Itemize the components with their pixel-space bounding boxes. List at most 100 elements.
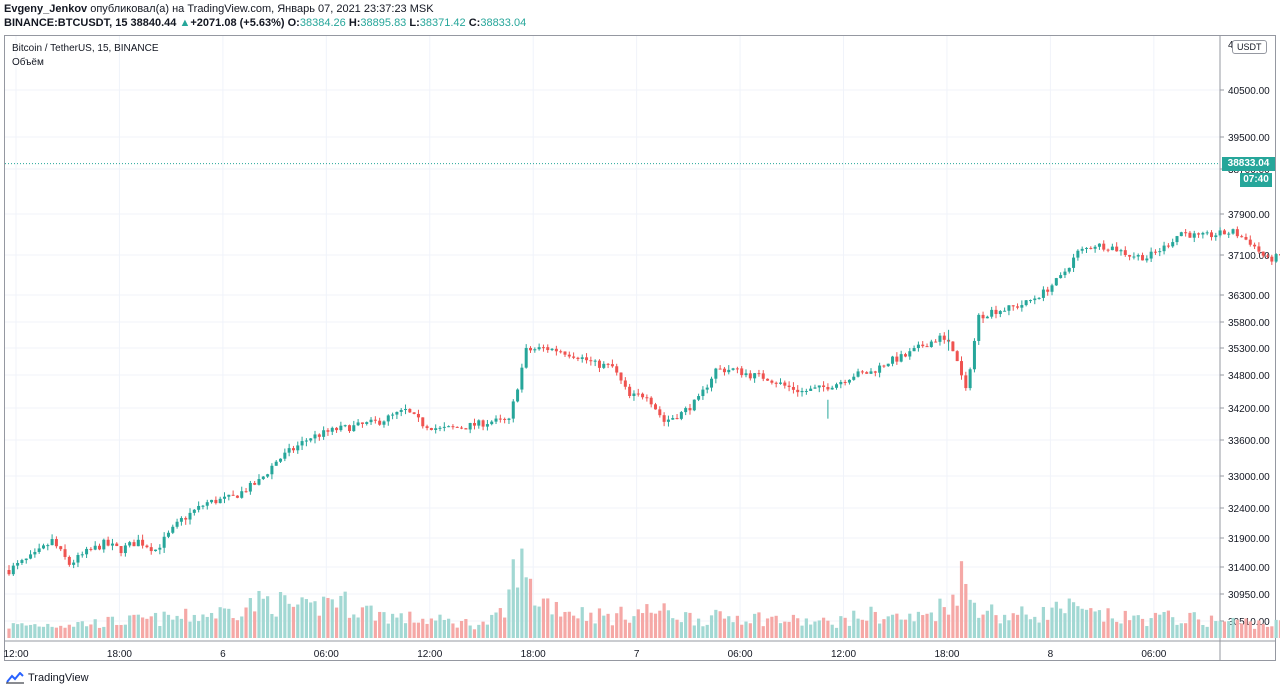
candle-body bbox=[1253, 244, 1257, 247]
volume-bar bbox=[813, 621, 817, 638]
candle-body bbox=[1028, 300, 1032, 302]
volume-bar bbox=[826, 620, 830, 638]
volume-bar bbox=[63, 627, 67, 638]
volume-bar bbox=[33, 624, 37, 638]
volume-bar bbox=[132, 614, 136, 638]
candle-body bbox=[1110, 246, 1114, 251]
candle-body bbox=[429, 428, 433, 430]
volume-bar bbox=[270, 613, 274, 638]
volume-bar bbox=[684, 612, 688, 638]
candle-body bbox=[1270, 256, 1274, 262]
volume-bar bbox=[796, 618, 800, 638]
candle-body bbox=[223, 496, 226, 499]
volume-bar bbox=[1218, 621, 1222, 638]
candle-body bbox=[783, 382, 787, 386]
candle-body bbox=[1141, 255, 1145, 261]
candle-body bbox=[1149, 251, 1153, 259]
candle-body bbox=[1059, 275, 1063, 279]
volume-bar bbox=[235, 620, 240, 638]
volume-bar bbox=[1227, 621, 1231, 638]
candle-body bbox=[903, 354, 907, 357]
candle-body bbox=[408, 408, 412, 413]
volume-bar bbox=[882, 619, 886, 638]
candle-body bbox=[839, 381, 843, 385]
volume-bar bbox=[640, 613, 645, 638]
candle-body bbox=[7, 570, 11, 575]
x-tick-label: 18:00 bbox=[521, 649, 546, 660]
volume-bar bbox=[41, 626, 46, 638]
candle-body bbox=[632, 393, 636, 396]
candle-body bbox=[675, 418, 679, 420]
footer-brand[interactable]: TradingView bbox=[28, 672, 89, 684]
candle-body bbox=[1119, 250, 1123, 252]
volume-bar bbox=[709, 615, 714, 638]
candle-body bbox=[516, 389, 520, 402]
volume-bar bbox=[791, 614, 796, 638]
y-tick-label: 37900.00 bbox=[1228, 210, 1270, 221]
tradingview-logo-icon bbox=[6, 672, 24, 684]
volume-bar bbox=[485, 624, 490, 638]
volume-bar bbox=[352, 614, 356, 638]
x-tick-label: 6 bbox=[220, 649, 226, 660]
candle-body bbox=[158, 547, 162, 550]
volume-bar bbox=[998, 623, 1002, 638]
low-label: L: bbox=[409, 17, 420, 29]
volume-bar bbox=[317, 615, 321, 638]
volume-bar bbox=[296, 604, 300, 638]
candle-body bbox=[938, 335, 942, 342]
volume-bar bbox=[227, 608, 231, 638]
candle-body bbox=[847, 379, 851, 383]
candle-body bbox=[171, 526, 175, 533]
candle-body bbox=[1046, 289, 1050, 292]
candle-body bbox=[477, 420, 481, 426]
volume-bar bbox=[11, 623, 15, 638]
volume-bar bbox=[787, 621, 791, 638]
candle-body bbox=[335, 427, 339, 431]
candle-body bbox=[1072, 257, 1076, 268]
candle-body bbox=[279, 458, 283, 462]
y-tick-label: 30950.00 bbox=[1228, 590, 1270, 601]
volume-bar bbox=[1128, 620, 1132, 638]
volume-bar bbox=[757, 612, 761, 638]
candle-body bbox=[649, 397, 653, 405]
candle-body bbox=[589, 360, 593, 362]
candle-body bbox=[447, 426, 451, 428]
candle-body bbox=[1050, 285, 1054, 292]
candle-body bbox=[1222, 230, 1226, 235]
volume-bar bbox=[1059, 608, 1063, 638]
candle-body bbox=[188, 512, 192, 520]
volume-bar bbox=[1054, 601, 1058, 638]
x-tick-label: 8 bbox=[1048, 649, 1054, 660]
volume-legend[interactable]: Объём bbox=[12, 57, 44, 68]
candle-body bbox=[132, 542, 136, 547]
candle-body bbox=[356, 422, 360, 426]
volume-bar bbox=[908, 613, 912, 638]
currency-badge[interactable]: USDT bbox=[1232, 40, 1267, 54]
volume-bar bbox=[1024, 614, 1028, 638]
series-legend[interactable]: Bitcoin / TetherUS, 15, BINANCE bbox=[12, 43, 159, 54]
volume-bar bbox=[1136, 615, 1140, 638]
candle-body bbox=[115, 543, 119, 547]
candle-body bbox=[1197, 233, 1201, 235]
volume-bar bbox=[606, 613, 610, 638]
author-name[interactable]: Evgeny_Jenkov bbox=[4, 3, 88, 15]
x-tick-label: 12:00 bbox=[417, 649, 442, 660]
volume-bar bbox=[934, 621, 938, 638]
volume-bar bbox=[653, 613, 658, 638]
volume-bar bbox=[632, 616, 636, 638]
volume-bar bbox=[572, 615, 576, 638]
candle-body bbox=[162, 536, 166, 548]
volume-bar bbox=[1235, 619, 1239, 638]
candle-body bbox=[1153, 251, 1157, 253]
volume-bar bbox=[166, 614, 171, 638]
volume-bar bbox=[1196, 619, 1201, 638]
volume-bar bbox=[253, 611, 257, 638]
volume-bar bbox=[287, 603, 291, 638]
volume-bar bbox=[1222, 621, 1227, 638]
volume-bar bbox=[1274, 619, 1278, 638]
candle-body bbox=[1235, 229, 1239, 237]
candle-body bbox=[727, 369, 731, 373]
candle-body bbox=[464, 428, 468, 430]
footer: TradingView bbox=[6, 672, 89, 684]
